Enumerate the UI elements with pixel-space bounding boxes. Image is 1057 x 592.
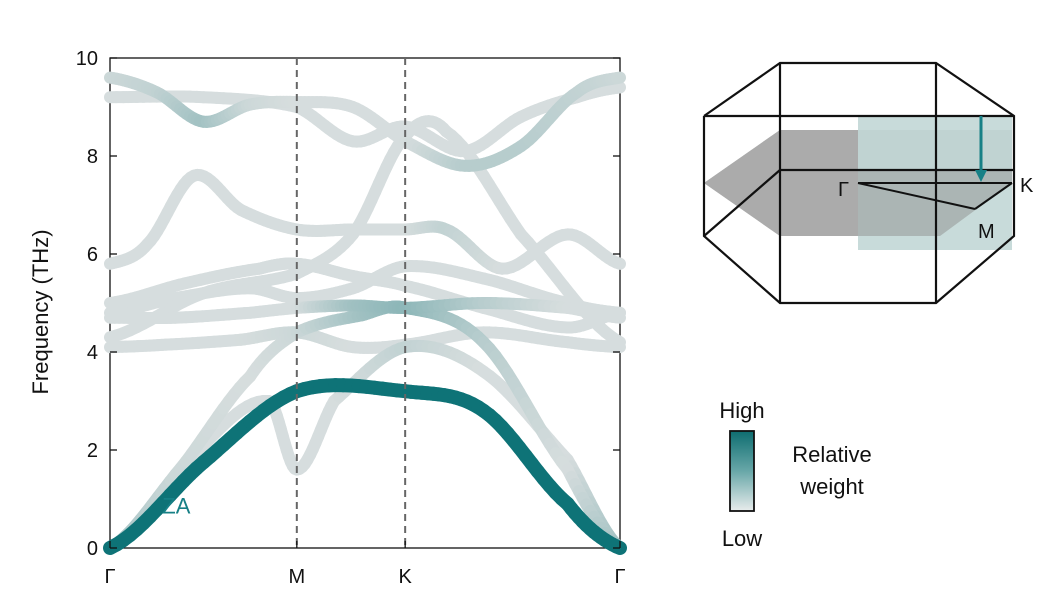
colorbar-title-line1: Relative <box>792 442 871 467</box>
x-tick-label: K <box>398 566 412 588</box>
y-tick-label: 6 <box>87 244 98 266</box>
bz-m-label: M <box>978 221 995 243</box>
colorbar-low-label: Low <box>722 526 762 551</box>
y-tick-label: 0 <box>87 538 98 560</box>
plot-area: 0 2 4 6 8 10 Γ M K Γ ZA Frequency (THz) <box>28 48 627 588</box>
y-tick-label: 2 <box>87 440 98 462</box>
bz-path <box>857 182 1013 210</box>
y-axis-ticks: 0 2 4 6 8 10 <box>76 48 620 560</box>
colorbar-title-line2: weight <box>799 474 864 499</box>
band-group <box>103 71 627 555</box>
band-series-3 <box>104 326 626 354</box>
colorbar-legend: High Low Relative weight <box>719 398 871 551</box>
band-series-4 <box>104 297 626 325</box>
bz-arrow <box>975 116 987 182</box>
y-tick-label: 10 <box>76 48 98 70</box>
colorbar-high-label: High <box>719 398 764 423</box>
brillouin-zone-diagram: Γ K M <box>702 61 1034 305</box>
band-segment <box>610 71 626 85</box>
y-axis-title: Frequency (THz) <box>28 229 53 394</box>
bz-gamma-label: Γ <box>838 179 849 201</box>
x-tick-label: M <box>288 566 305 588</box>
x-tick-label: Γ <box>614 566 625 588</box>
bz-k-label: K <box>1020 175 1034 197</box>
y-tick-label: 8 <box>87 146 98 168</box>
band-segment <box>610 256 626 270</box>
colorbar <box>729 430 755 512</box>
za-annotation: ZA <box>162 494 190 519</box>
y-tick-label: 4 <box>87 342 98 364</box>
x-tick-label: Γ <box>104 566 115 588</box>
band-series-9 <box>104 71 626 172</box>
high-symmetry-lines <box>295 58 407 548</box>
band-series-0 <box>103 378 627 555</box>
